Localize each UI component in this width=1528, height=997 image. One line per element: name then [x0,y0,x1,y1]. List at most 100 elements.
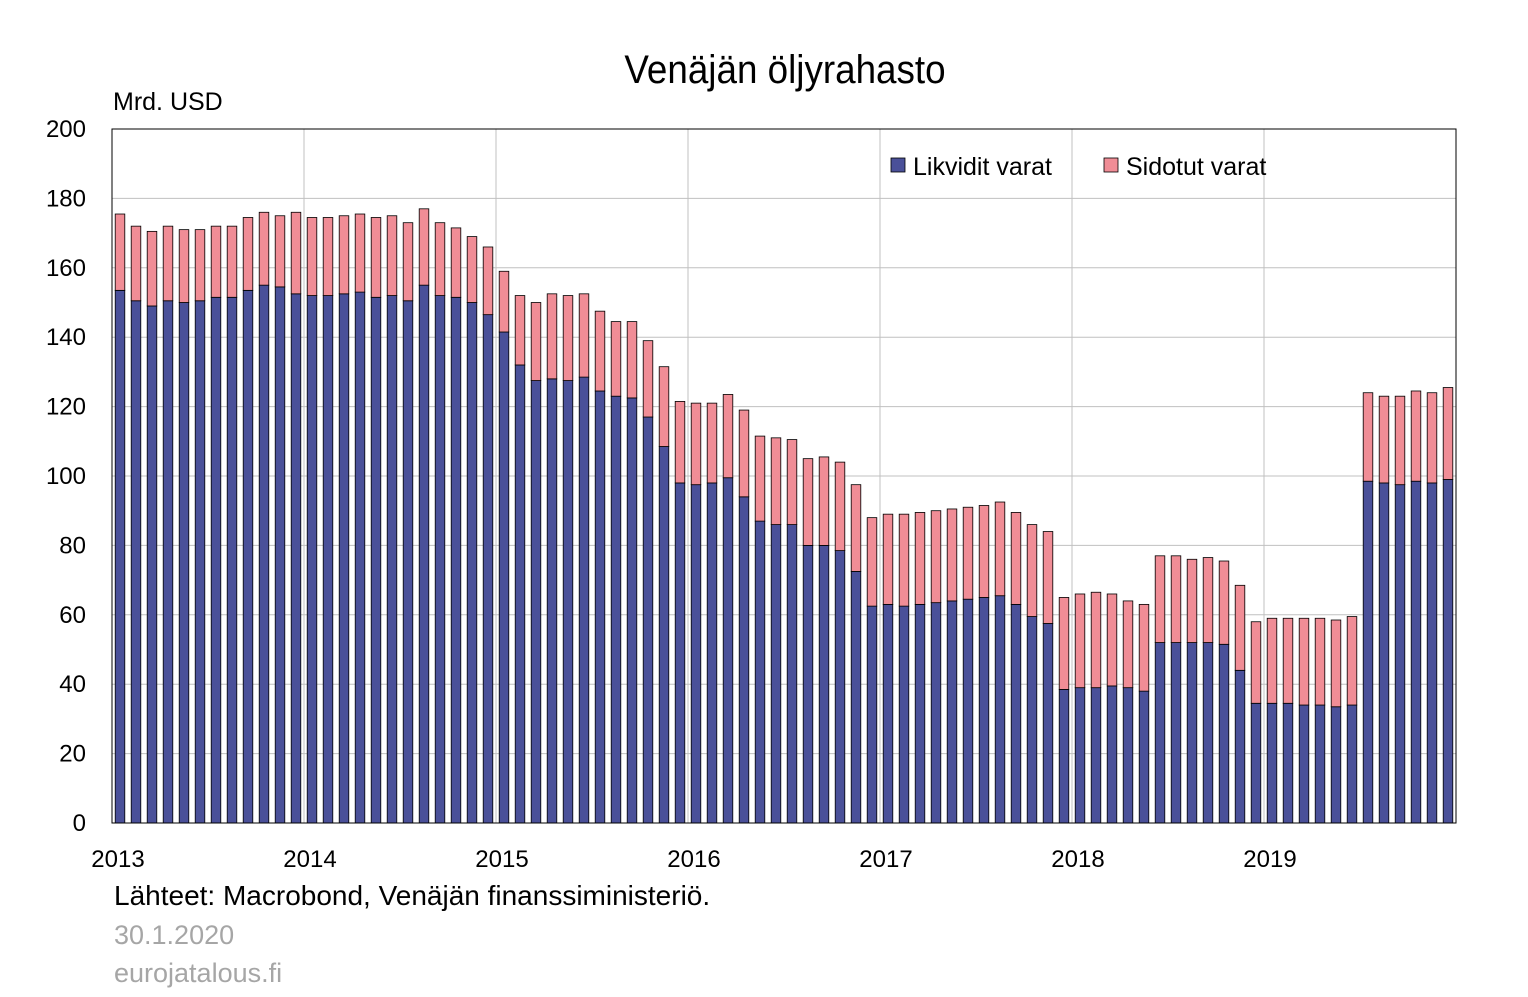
bar-sidotut-varat [130,225,142,302]
bar-sidotut-varat [1122,600,1134,689]
bar-likvidit-varat [1074,687,1086,824]
bar-likvidit-varat [1362,480,1374,824]
y-tick-label: 160 [46,255,86,282]
bar-sidotut-varat [418,208,430,286]
y-tick-label: 180 [46,185,86,212]
y-tick-label: 200 [46,116,86,143]
bar-sidotut-varat [466,236,478,303]
bar-likvidit-varat [754,520,766,824]
bar-likvidit-varat [1250,702,1262,824]
bar-sidotut-varat [1106,593,1118,687]
bar-sidotut-varat [434,222,446,296]
bar-likvidit-varat [1106,685,1118,824]
bar-sidotut-varat [1026,524,1038,617]
bar-likvidit-varat [1330,706,1342,824]
bar-sidotut-varat [898,513,910,607]
bar-sidotut-varat [1218,560,1230,645]
bar-sidotut-varat [1186,558,1198,643]
bar-sidotut-varat [930,510,942,604]
bar-sidotut-varat [370,217,382,298]
bar-likvidit-varat [898,605,910,824]
bar-sidotut-varat [258,211,270,286]
bar-sidotut-varat [482,246,494,316]
bar-sidotut-varat [882,513,894,605]
legend-swatch-likvidit [890,157,906,173]
legend-swatch-sidotut [1103,157,1119,173]
bar-likvidit-varat [242,289,254,824]
bar-sidotut-varat [242,217,254,291]
bar-likvidit-varat [834,550,846,824]
bar-sidotut-varat [802,458,814,546]
x-tick-label: 2015 [475,846,528,873]
y-tick-label: 100 [46,463,86,490]
bar-likvidit-varat [530,380,542,824]
bar-likvidit-varat [866,605,878,824]
bar-sidotut-varat [306,217,318,296]
x-tick-label: 2013 [91,846,144,873]
y-tick-label: 0 [73,810,86,837]
bar-sidotut-varat [530,302,542,381]
bar-likvidit-varat [946,600,958,824]
bar-likvidit-varat [1442,479,1454,824]
bar-likvidit-varat [258,284,270,824]
bar-likvidit-varat [434,295,446,824]
bar-sidotut-varat [226,225,238,298]
bar-likvidit-varat [1138,690,1150,824]
bar-sidotut-varat [1266,617,1278,704]
bar-sidotut-varat [674,400,686,484]
bar-likvidit-varat [162,300,174,824]
bar-likvidit-varat [1058,689,1070,824]
bar-sidotut-varat [642,340,654,418]
bar-likvidit-varat [1202,642,1214,824]
bar-likvidit-varat [194,300,206,824]
bar-likvidit-varat [1090,687,1102,824]
legend-label-sidotut: Sidotut varat [1126,153,1266,181]
y-tick-label: 140 [46,324,86,351]
bar-likvidit-varat [146,305,158,824]
bar-likvidit-varat [466,302,478,824]
bar-sidotut-varat [450,227,462,298]
bar-sidotut-varat [626,321,638,399]
bar-likvidit-varat [1410,480,1422,824]
bar-likvidit-varat [498,331,510,824]
bar-sidotut-varat [1394,395,1406,486]
bar-likvidit-varat [658,446,670,824]
y-tick-label: 20 [59,741,86,768]
bar-likvidit-varat [402,300,414,824]
bar-sidotut-varat [706,402,718,484]
bar-likvidit-varat [1218,643,1230,824]
bar-sidotut-varat [1250,621,1262,704]
site-name: eurojatalous.fi [114,958,283,988]
bar-sidotut-varat [274,215,286,288]
bar-sidotut-varat [850,484,862,572]
bar-likvidit-varat [418,284,430,824]
chart-title: Venäjän öljyrahasto [624,48,946,92]
bar-likvidit-varat [1298,704,1310,824]
bar-sidotut-varat [194,229,206,302]
y-tick-label: 40 [59,671,86,698]
bar-likvidit-varat [1282,702,1294,824]
bar-likvidit-varat [690,484,702,824]
plot-frame [111,128,1457,824]
bar-sidotut-varat [1170,555,1182,643]
legend-label-likvidit: Likvidit varat [913,153,1052,181]
bar-likvidit-varat [802,545,814,824]
bar-likvidit-varat [450,296,462,824]
bar-likvidit-varat [322,295,334,824]
bar-likvidit-varat [514,364,526,824]
y-axis-unit-label: Mrd. USD [113,88,223,116]
bar-likvidit-varat [1346,704,1358,824]
bar-likvidit-varat [738,496,750,824]
bar-sidotut-varat [498,270,510,333]
bar-likvidit-varat [1010,603,1022,824]
x-tick-label: 2017 [859,846,912,873]
bar-sidotut-varat [562,295,574,381]
bar-likvidit-varat [114,289,126,824]
x-tick-label: 2018 [1051,846,1104,873]
x-tick-label: 2014 [283,846,336,873]
bar-sidotut-varat [546,293,558,380]
bar-sidotut-varat [178,229,190,303]
bar-sidotut-varat [1426,392,1438,484]
bar-sidotut-varat [1202,557,1214,643]
